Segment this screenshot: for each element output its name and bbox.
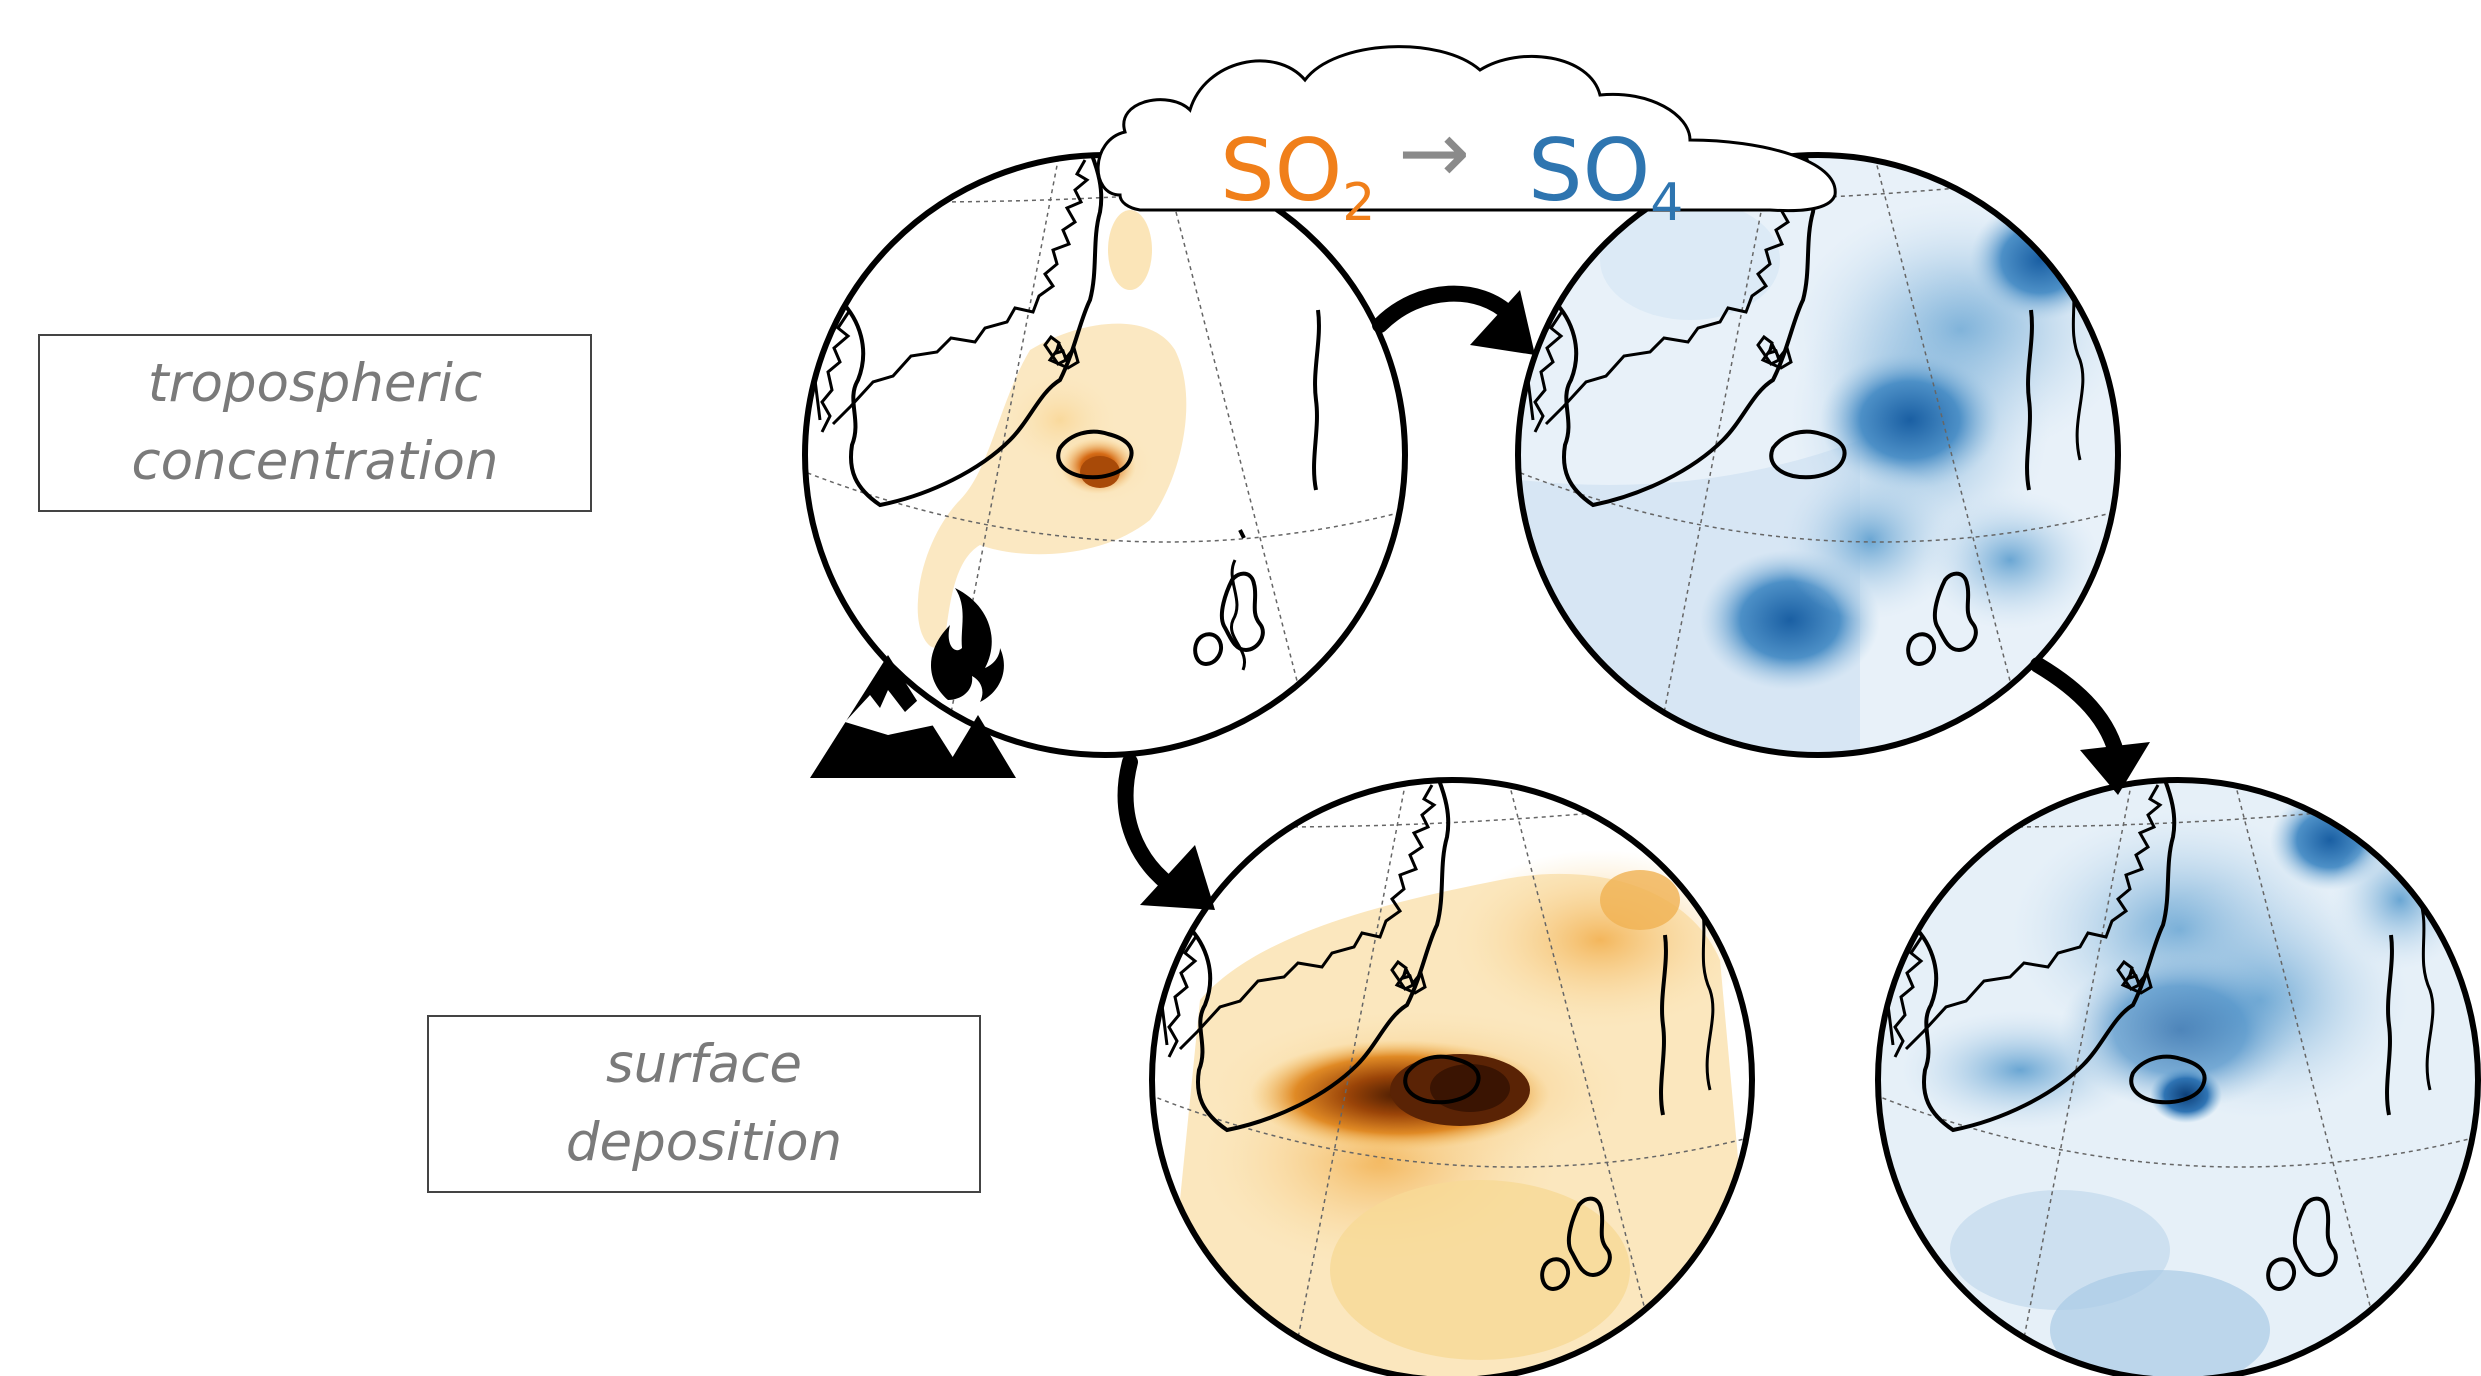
map-deposition-so2 — [1152, 780, 1752, 1376]
so2-label: SO2 — [1220, 121, 1375, 233]
so4-label: SO4 — [1528, 121, 1683, 233]
map-circle-outline — [1515, 152, 2121, 758]
volcano-icon — [810, 588, 1016, 778]
tropospheric-concentration-label: tropospheric concentration — [38, 334, 592, 512]
curved-arrow-icon — [1117, 754, 1215, 910]
reaction-arrow: → — [1398, 103, 1470, 203]
curved-arrow-icon — [1372, 285, 1535, 355]
surface-deposition-label: surface deposition — [427, 1015, 981, 1193]
label-line: surface — [606, 1034, 802, 1095]
label-line: concentration — [131, 431, 499, 492]
map-tropospheric-so2 — [805, 155, 1405, 755]
label-line: tropospheric — [147, 353, 483, 414]
map-deposition-so4 — [1878, 780, 2478, 1376]
label-line: deposition — [565, 1112, 843, 1173]
cloud-reaction: SO2 → SO4 — [1096, 45, 1837, 233]
map-tropospheric-so4 — [1518, 155, 2118, 755]
map-circle-outline — [1149, 777, 1755, 1376]
map-circle-outline — [1875, 777, 2481, 1376]
curved-arrow-icon — [2030, 657, 2150, 795]
